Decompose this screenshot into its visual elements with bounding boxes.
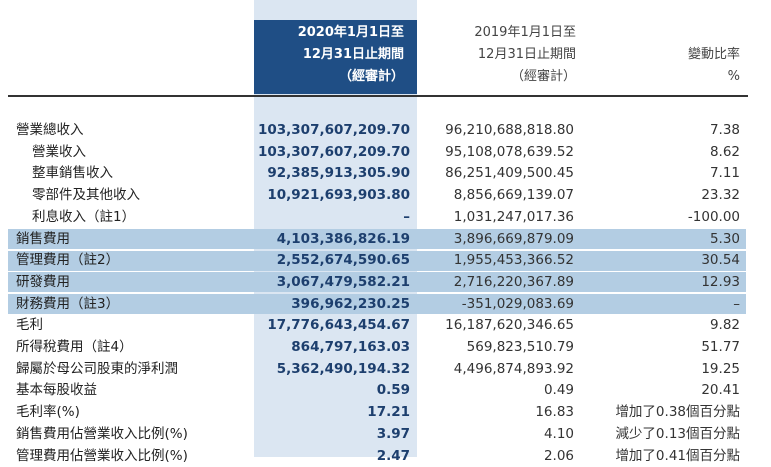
table-row: 財務費用（註3）396,962,230.25-351,029,083.69– [0, 294, 771, 316]
header-prior-period: 2019年1月1日至 12月31日止期間 （經審計） [424, 22, 576, 88]
header-divider [8, 95, 748, 97]
table-row: 利息收入（註1）–1,031,247,017.36-100.00 [0, 207, 771, 229]
header-change-ratio: 變動比率 % [600, 44, 740, 88]
header-current-period: 2020年1月1日至 12月31日止期間 （經審計） [254, 22, 404, 88]
